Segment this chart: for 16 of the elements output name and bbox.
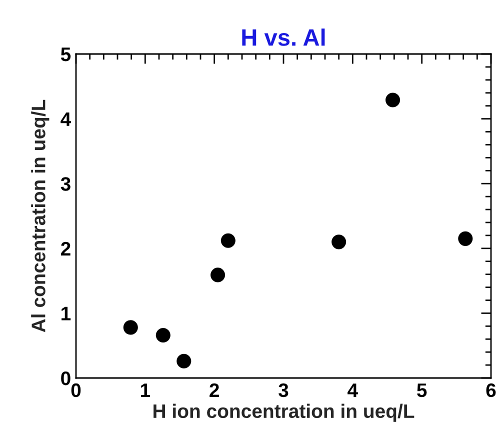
y-axis-title: Al concentration in ueq/L: [31, 100, 50, 332]
y-tick-label: 4: [60, 112, 72, 126]
x-tick-label: 4: [348, 384, 358, 397]
x-tick-label: 0: [71, 383, 81, 398]
x-axis-title: H ion concentration in ueq/L: [154, 404, 414, 422]
y-tick-label: 0: [61, 371, 70, 386]
y-tick-label: 1: [62, 306, 71, 320]
y-tick-label: 5: [60, 48, 71, 62]
y-tick-label: 2: [61, 242, 70, 256]
y-tick-label: 3: [60, 177, 70, 191]
x-tick-label: 2: [210, 383, 219, 397]
x-tick-label: 5: [417, 384, 427, 398]
x-tick-label: 6: [486, 383, 496, 398]
x-tick-label: 1: [140, 384, 150, 397]
chart-title: H vs. Al: [242, 28, 325, 46]
x-tick-label: 3: [278, 383, 288, 398]
